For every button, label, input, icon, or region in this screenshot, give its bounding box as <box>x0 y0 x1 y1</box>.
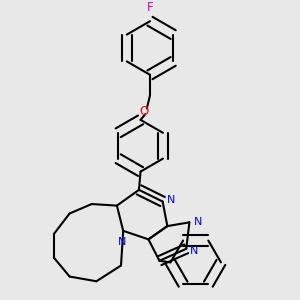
Text: N: N <box>167 195 175 205</box>
Text: N: N <box>117 236 126 247</box>
Text: O: O <box>139 105 148 118</box>
Text: N: N <box>194 217 202 227</box>
Text: N: N <box>190 246 199 256</box>
Text: F: F <box>147 1 153 14</box>
